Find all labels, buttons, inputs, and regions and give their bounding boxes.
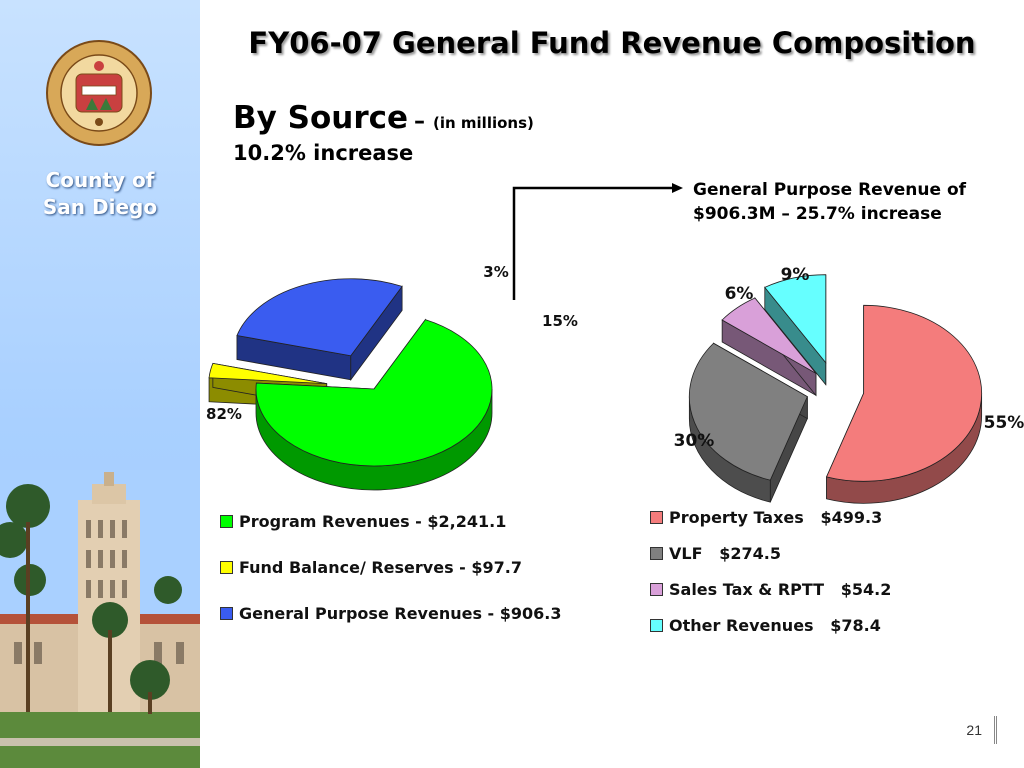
pie-chart-by-source: 82% 3% 15% — [206, 263, 578, 491]
slice-general-purpose-revenues — [236, 278, 403, 381]
callout-line-1: General Purpose Revenue of — [693, 180, 967, 200]
legend-swatch — [220, 607, 233, 620]
pie-chart-general-purpose: 55% 30% 6% 9% — [674, 265, 1024, 504]
slide-number-box: 21 — [952, 716, 997, 744]
legend-label: General Purpose Revenues - $906.3 — [239, 604, 562, 623]
legend-label: Other Revenues $78.4 — [669, 616, 881, 635]
percent-label-property-taxes: 55% — [984, 413, 1024, 433]
page-title: FY06-07 General Fund Revenue Composition — [248, 26, 976, 60]
callout-arrow-head — [672, 183, 683, 193]
subtitle: By Source – (in millions) — [233, 100, 534, 136]
county-line-2: San Diego — [42, 195, 158, 219]
slide-number: 21 — [966, 722, 982, 738]
legend-swatch — [650, 511, 663, 524]
percent-label-sales-tax-rptt: 6% — [725, 284, 754, 304]
callout-line-2: $906.3M – 25.7% increase — [693, 204, 942, 224]
callout-arrow — [512, 186, 676, 300]
percent-label-fund-balance-reserves: 3% — [483, 263, 508, 281]
unit-note: (in millions) — [433, 114, 534, 132]
legend-label: Program Revenues - $2,241.1 — [239, 512, 507, 531]
legend-swatch — [650, 547, 663, 560]
legend-item-sales-tax-rptt: Sales Tax & RPTT $54.2 — [650, 580, 891, 599]
legend-item-vlf: VLF $274.5 — [650, 544, 781, 563]
percent-label-other-revenues: 9% — [781, 265, 810, 285]
legend-item-property-taxes: Property Taxes $499.3 — [650, 508, 882, 527]
slice-vlf — [688, 342, 808, 503]
legend-swatch — [220, 515, 233, 528]
legend-swatch — [650, 619, 663, 632]
slice-sales-tax-rptt — [721, 296, 817, 397]
legend-label: Fund Balance/ Reserves - $97.7 — [239, 558, 522, 577]
legend-item-program-revenues: Program Revenues - $2,241.1 — [220, 512, 506, 531]
subtitle-text: By Source — [233, 100, 409, 136]
county-building-photo — [0, 470, 200, 768]
general-purpose-callout: General Purpose Revenue of $906.3M – 25.… — [693, 178, 966, 226]
percent-label-program-revenues: 82% — [206, 405, 242, 423]
percent-label-vlf: 30% — [674, 431, 715, 451]
county-line-1: County of — [45, 168, 155, 192]
legend-swatch — [650, 583, 663, 596]
county-name: County of San Diego — [0, 167, 200, 221]
sidebar: County of San Diego — [0, 0, 200, 768]
legend-label: Sales Tax & RPTT $54.2 — [669, 580, 892, 599]
legend-label: Property Taxes $499.3 — [669, 508, 883, 527]
legend-item-other-revenues: Other Revenues $78.4 — [650, 616, 881, 635]
slice-property-taxes — [826, 304, 983, 504]
slice-other-revenues — [764, 274, 827, 386]
slice-program-revenues — [255, 318, 493, 491]
legend-label: VLF $274.5 — [669, 544, 781, 563]
legend-item-general-purpose-revenues: General Purpose Revenues - $906.3 — [220, 604, 562, 623]
subtitle-dash: – — [414, 109, 426, 134]
total-increase: 10.2% increase — [233, 141, 414, 165]
county-seal-icon — [46, 40, 152, 146]
percent-label-general-purpose-revenues: 15% — [542, 312, 578, 330]
legend-swatch — [220, 561, 233, 574]
legend-item-fund-balance-reserves: Fund Balance/ Reserves - $97.7 — [220, 558, 522, 577]
